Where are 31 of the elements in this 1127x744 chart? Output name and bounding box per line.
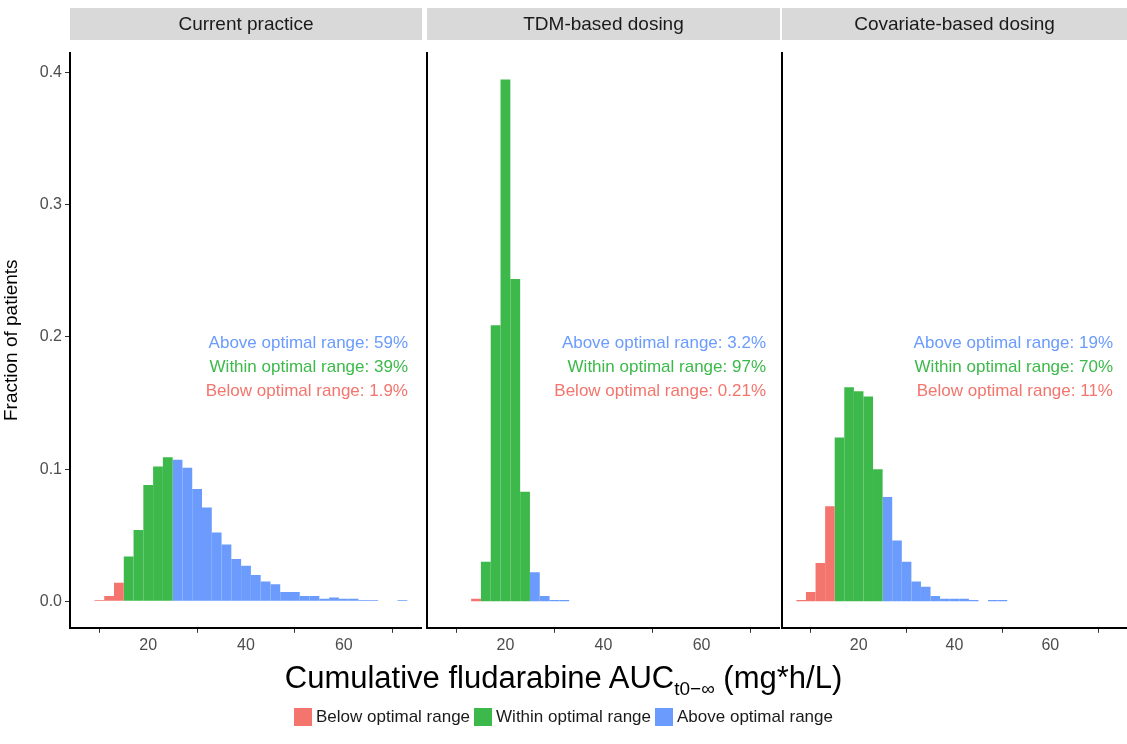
x-tick-label: 20 (496, 635, 515, 653)
x-tick-label: 20 (139, 635, 158, 653)
legend-label: Below optimal range (316, 707, 471, 727)
x-axis-title: Cumulative fludarabine AUC$_{t0−∞}$ (mg*h/L) (283, 660, 844, 701)
x-tick-label: 40 (945, 635, 964, 653)
chart-title: Covariate-based dosing (782, 8, 1127, 40)
x-tick-label: 60 (692, 635, 711, 653)
x-tick-label: 60 (1041, 635, 1060, 653)
legend-label: Above optimal range (677, 707, 833, 727)
annotation: Above optimal range: 3.2% (561, 332, 766, 352)
chart-title: Current practice (70, 8, 422, 40)
annotation: Below optimal range: 11% (916, 380, 1113, 400)
x-tick-label: 40 (594, 635, 613, 653)
x-tick-label: 60 (334, 635, 353, 653)
y-tick-label: 0.4 (39, 62, 63, 80)
annotation: Within optimal range: 39% (209, 356, 408, 376)
annotation: Below optimal range: 0.21% (554, 380, 766, 400)
annotation: Within optimal range: 97% (567, 356, 766, 376)
legend-label: Within optimal range (496, 707, 652, 727)
y-tick-label: 0.0 (39, 591, 63, 609)
annotation: Above optimal range: 59% (208, 332, 408, 352)
annotation: Below optimal range: 1.9% (205, 380, 408, 400)
y-tick-label: 0.3 (39, 195, 63, 213)
y-tick-label: 0.2 (39, 327, 63, 345)
chart-title: TDM-based dosing (427, 8, 780, 40)
x-tick-label: 40 (237, 635, 255, 653)
y-axis-title: Fraction of patients (0, 259, 21, 421)
y-tick-label: 0.1 (39, 459, 63, 477)
x-tick-label: 20 (849, 635, 868, 653)
annotation: Above optimal range: 19% (913, 332, 1113, 352)
annotation: Within optimal range: 70% (914, 356, 1113, 376)
